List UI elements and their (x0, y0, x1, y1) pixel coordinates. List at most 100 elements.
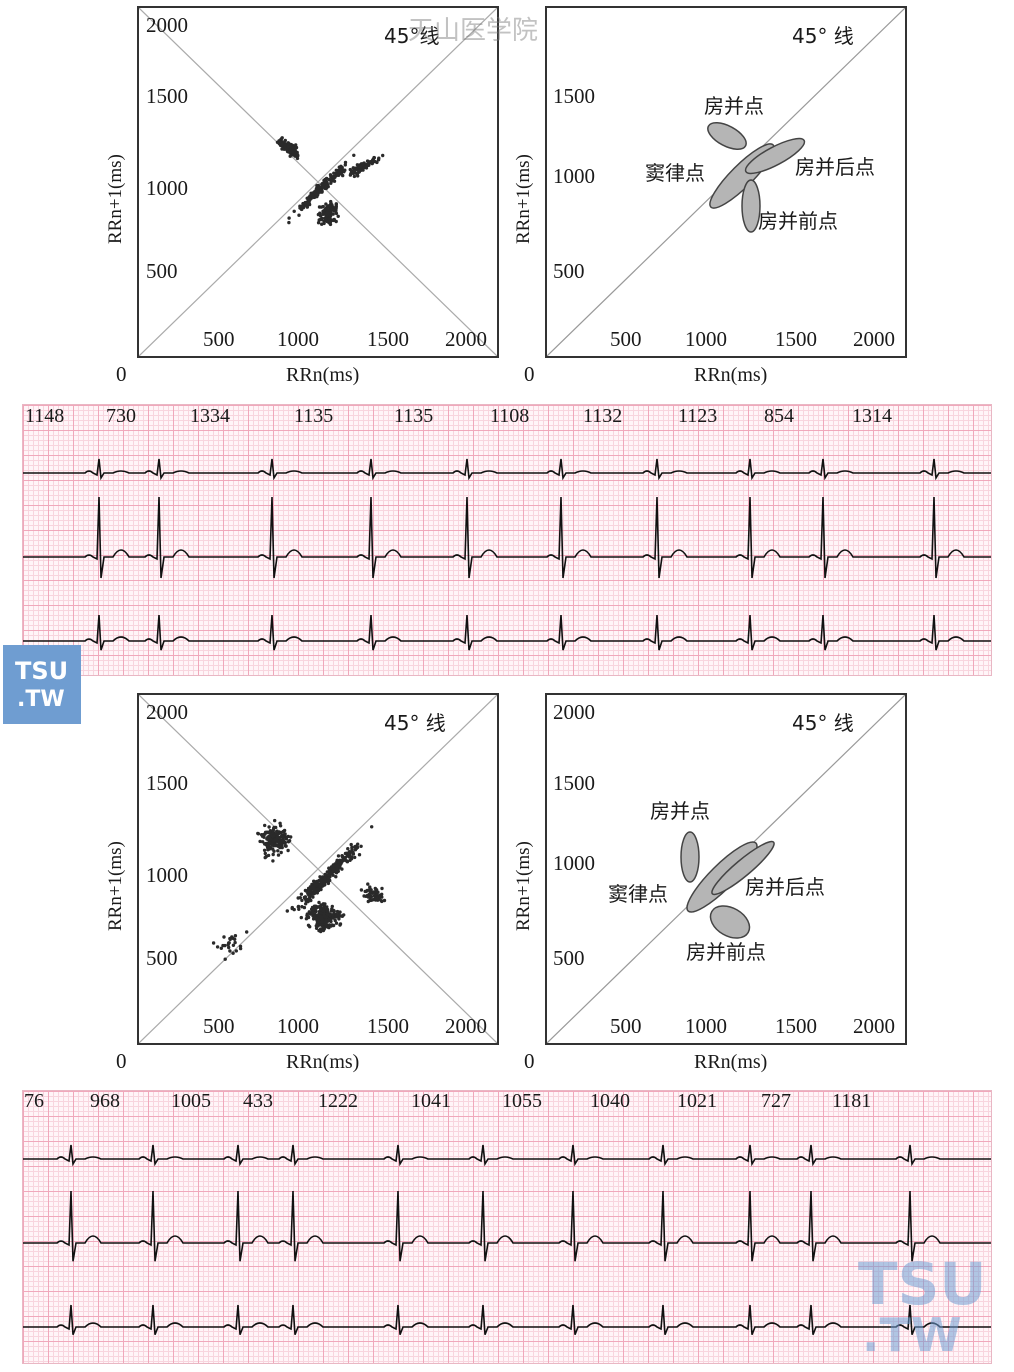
scatter-point (268, 830, 272, 834)
scatter-point (373, 886, 377, 891)
x-tick: 2000 (853, 1014, 895, 1038)
scatter-point (331, 212, 335, 216)
scatter-point (338, 922, 343, 926)
x-tick: 1500 (367, 1014, 409, 1038)
x-axis-label: RRn(ms) (694, 364, 768, 386)
scatter-points (211, 818, 387, 961)
y-axis-label: RRn+1(ms) (513, 154, 534, 244)
scatter-point (294, 143, 298, 147)
scatter-point (316, 221, 321, 225)
scatter-point (318, 875, 322, 879)
rr-interval-label: 1005 (171, 1090, 211, 1112)
scatter-point (226, 943, 230, 947)
scatter-point (347, 850, 352, 854)
scatter-point (378, 894, 382, 898)
rr-interval-label: 1041 (411, 1090, 451, 1112)
scatter-point (302, 905, 307, 910)
scatter-point (228, 936, 232, 941)
y-tick: 1500 (146, 84, 188, 108)
rr-interval-label: 854 (764, 405, 794, 427)
scatter-point (295, 156, 300, 161)
scatter-point (336, 854, 341, 858)
watermark-text: .TW (862, 1308, 962, 1362)
scatter-point (316, 887, 320, 891)
scatter-point (335, 909, 340, 914)
scatter-point (272, 825, 276, 830)
scatter-point (336, 868, 340, 872)
scatter-point (375, 160, 379, 164)
scatter-point (380, 886, 384, 891)
post-pac-label: 房并后点 (795, 155, 875, 179)
scatter-point (286, 840, 291, 844)
scatter-point (316, 913, 320, 917)
watermark-text: 天山医学院 (408, 16, 539, 46)
scatter-point (329, 204, 333, 208)
scatter-point (332, 171, 336, 175)
scatter-point (332, 179, 337, 183)
scatter-point (342, 913, 346, 917)
scatter-point (339, 164, 343, 168)
scatter-point (231, 951, 235, 955)
x-tick: 1000 (685, 1014, 727, 1038)
scatter-point (263, 830, 268, 834)
scatter-point (323, 877, 327, 881)
scatter-point (314, 906, 319, 910)
ecg-lead-trace (23, 1190, 991, 1262)
pre-pac-label: 房并前点 (686, 940, 766, 964)
scatter-point (343, 858, 347, 862)
scatter-point (256, 832, 261, 836)
scatter-point (310, 193, 315, 197)
scatter-point (233, 937, 237, 941)
scatter-point (287, 220, 291, 225)
scatter-point (335, 172, 340, 176)
rr-interval-label: 968 (90, 1090, 120, 1112)
scatter-point (368, 885, 372, 889)
scatter-point (322, 911, 326, 916)
rr-interval-label: 76 (24, 1090, 44, 1112)
ecg-traces (23, 1144, 991, 1335)
scatter-point (375, 897, 379, 901)
scatter-point (289, 835, 293, 839)
scatter-point (234, 949, 238, 953)
y-tick: 500 (146, 259, 178, 283)
y-tick: 2000 (146, 700, 188, 724)
scatter-point (370, 161, 374, 165)
scatter-point (324, 923, 328, 927)
scatter-point (275, 834, 280, 839)
scatter-point (322, 909, 326, 913)
scatter-point (323, 902, 327, 906)
scatter-point (306, 898, 310, 902)
scatter-point (271, 831, 275, 835)
scatter-point (274, 838, 279, 842)
scatter-point (288, 154, 292, 158)
x-tick: 1500 (775, 1014, 817, 1038)
scatter-point (227, 945, 231, 950)
x-axis-label: RRn(ms) (694, 1051, 768, 1073)
scatter-point (313, 880, 318, 884)
scatter-point (349, 172, 353, 176)
ecg-lead-trace (23, 614, 991, 651)
scatter-point (313, 914, 317, 919)
scatter-point (334, 875, 338, 879)
scatter-point (334, 168, 338, 172)
scatter-point (299, 892, 304, 896)
y-axis-label: RRn+1(ms) (105, 154, 126, 244)
rr-interval-label: 1181 (832, 1090, 872, 1112)
scatter-point (300, 204, 304, 209)
scatter-point (372, 155, 376, 160)
y-tick: 500 (146, 946, 178, 970)
scatter-point (329, 181, 333, 185)
scatter-point (349, 842, 353, 847)
region-ellipses (547, 695, 905, 1043)
scatter-point (318, 883, 322, 888)
ecg-lead-trace (23, 496, 991, 579)
scatter-point (264, 841, 268, 846)
scatter-point (273, 843, 277, 848)
scatter-point (331, 218, 335, 222)
scatter-point (326, 208, 330, 212)
scatter-point (319, 217, 324, 222)
diagonal-lines (139, 8, 497, 356)
scatter-point (215, 945, 220, 949)
scatter-point (323, 919, 328, 924)
scatter-point (365, 893, 370, 897)
